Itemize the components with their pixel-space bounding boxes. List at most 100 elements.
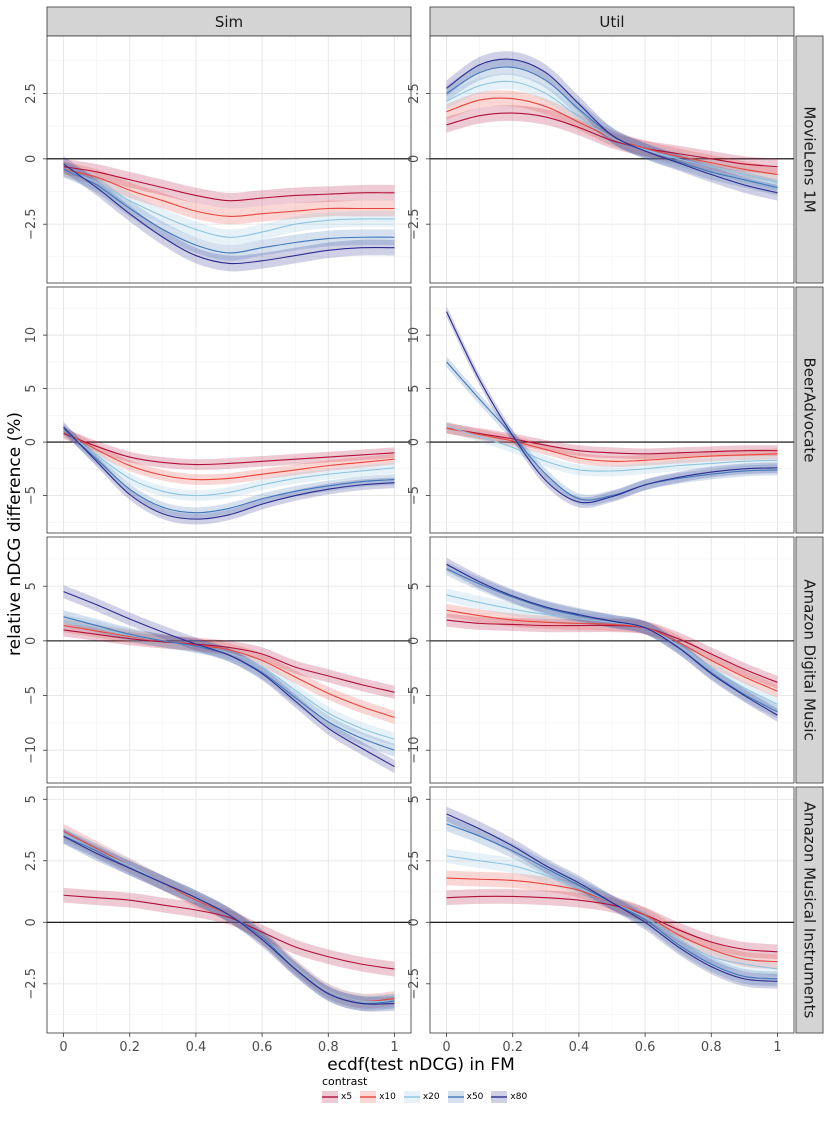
- panel-border: [46, 536, 412, 784]
- series-line-x5: [63, 433, 395, 466]
- panel-border: [46, 286, 412, 534]
- confidence-band-x80: [446, 806, 778, 989]
- confidence-band-x50: [63, 161, 395, 261]
- x-tick-label: 0.6: [252, 1040, 273, 1055]
- panel-border: [46, 35, 412, 284]
- x-tick-label: 1: [390, 1040, 398, 1055]
- panel-border: [429, 786, 795, 1034]
- confidence-band-x20: [446, 73, 778, 191]
- panel-movielens-1m-sim: −2.5 0 2.5: [24, 35, 412, 284]
- legend-items: x5 x10 x20 x50 x80: [322, 1090, 527, 1104]
- y-tick-label: 5: [24, 795, 39, 803]
- confidence-band-x5: [446, 105, 778, 175]
- confidence-band-x5: [63, 428, 395, 470]
- y-tick-label: −2.5: [407, 968, 422, 1000]
- confidence-band-x10: [63, 823, 395, 1009]
- panel-beeradvocate-util: −5 0 5 10: [407, 286, 795, 534]
- legend-item-x20: x20: [403, 1090, 440, 1104]
- legend-key-x5: [322, 1090, 338, 1104]
- confidence-band-x20: [446, 420, 778, 477]
- panel-border: [429, 286, 795, 534]
- legend-label: x10: [379, 1092, 396, 1102]
- series-line-x80: [446, 311, 778, 504]
- confidence-band-x50: [63, 423, 395, 519]
- series-line-x80: [446, 563, 778, 716]
- x-tick-label: 0.8: [701, 1040, 722, 1055]
- x-axis-title: ecdf(test nDCG) in FM: [327, 1055, 515, 1075]
- confidence-band-x5: [446, 422, 778, 460]
- confidence-band-x10: [63, 619, 395, 724]
- series-line-x5: [446, 619, 778, 683]
- confidence-band-x5: [446, 888, 778, 960]
- series-line-x80: [63, 591, 395, 768]
- series-line-x20: [446, 425, 778, 472]
- confidence-band-x80: [63, 585, 395, 774]
- series-line-x10: [446, 427, 778, 462]
- series-line-x20: [63, 620, 395, 740]
- y-tick-label: 0: [24, 637, 39, 645]
- column-strip-label: Sim: [215, 13, 243, 31]
- y-tick-label: 0: [24, 155, 39, 163]
- y-axis-title: relative nDCG difference (%): [5, 412, 25, 656]
- series-line-x5: [446, 112, 778, 168]
- row-strip: [795, 536, 824, 784]
- legend-label: x80: [510, 1092, 528, 1102]
- column-strip-sim: [46, 6, 412, 37]
- x-tick-label: 0.2: [502, 1040, 523, 1055]
- confidence-band-x10: [446, 870, 778, 970]
- legend-title: contrast: [322, 1075, 368, 1088]
- x-tick-label: 0.4: [569, 1040, 590, 1055]
- y-tick-label: 2.5: [407, 850, 422, 871]
- y-tick-label: 0: [24, 438, 39, 446]
- panel-border: [429, 35, 795, 284]
- panel-border: [429, 536, 795, 784]
- y-tick-label: −5: [24, 686, 39, 705]
- confidence-band-x80: [446, 557, 778, 722]
- row-strip: [795, 35, 824, 284]
- column-strip-label: Util: [599, 13, 624, 31]
- legend-key-x10: [360, 1090, 377, 1104]
- confidence-band-x50: [446, 562, 778, 719]
- x-tick-label: 0.8: [318, 1040, 339, 1055]
- series-line-x5: [446, 895, 778, 953]
- series-line-x5: [63, 629, 395, 693]
- legend-item-x5: x5: [322, 1090, 352, 1104]
- row-strip: [795, 286, 824, 534]
- confidence-band-x10: [63, 161, 395, 225]
- x-tick-label: 1: [773, 1040, 781, 1055]
- panel-border: [46, 786, 412, 1034]
- series-line-x50: [63, 168, 395, 254]
- legend-item-x50: x50: [447, 1090, 484, 1104]
- row-strip-label: Amazon Musical Instruments: [801, 802, 819, 1019]
- y-tick-label: 0: [407, 637, 422, 645]
- confidence-band-x20: [446, 588, 778, 711]
- confidence-band-x50: [446, 59, 778, 196]
- confidence-band-x20: [446, 848, 778, 977]
- series-line-x10: [63, 430, 395, 481]
- legend-key-x20: [403, 1090, 420, 1104]
- x-tick-label: 0: [442, 1040, 450, 1055]
- legend-label: x50: [466, 1092, 484, 1102]
- column-strip-util: [429, 6, 795, 37]
- y-tick-label: 5: [24, 582, 39, 590]
- row-strip-label: Amazon Digital Music: [801, 579, 819, 740]
- x-tick-label: 0.4: [186, 1040, 207, 1055]
- confidence-band-x5: [63, 623, 395, 699]
- row-strip-label: MovieLens 1M: [801, 106, 819, 212]
- legend-item-x10: x10: [360, 1090, 396, 1104]
- panel-beeradvocate-sim: −5 0 5 10: [24, 286, 412, 534]
- series-line-x50: [63, 428, 395, 514]
- y-tick-label: 10: [24, 327, 39, 344]
- legend-key-x50: [447, 1090, 464, 1104]
- legend-key-x80: [491, 1090, 508, 1104]
- confidence-band-x80: [446, 306, 778, 509]
- legend: contrast x5 x10 x20 x50 x80: [322, 1075, 527, 1104]
- confidence-band-x5: [63, 158, 395, 209]
- series-line-x10: [63, 168, 395, 217]
- legend-item-x80: x80: [491, 1090, 527, 1104]
- y-tick-label: −5: [407, 686, 422, 705]
- series-line-x5: [63, 166, 395, 202]
- panel-movielens-1m-util: −2.5 0 2.5: [407, 35, 795, 284]
- series-line-x80: [446, 813, 778, 982]
- y-tick-label: 5: [407, 582, 422, 590]
